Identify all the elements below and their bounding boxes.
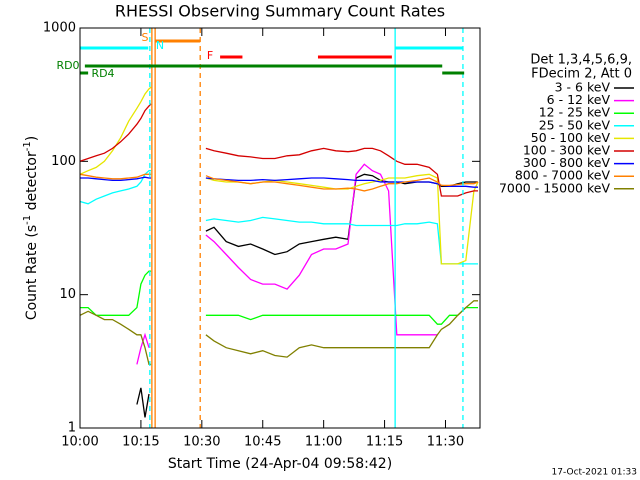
legend-label: 6 - 12 keV <box>547 92 611 107</box>
x-tick-label: 10:45 <box>244 435 281 450</box>
flag-label: N <box>156 39 164 52</box>
flag-label: RD4 <box>91 67 114 80</box>
y-axis-label: Count Rate (s-1 detector-1) <box>22 136 40 320</box>
x-tick-label: 11:00 <box>305 435 342 450</box>
legend-header: FDecim 2, Att 0 <box>531 67 632 82</box>
flag-label: F <box>207 49 213 62</box>
plot-frame <box>79 27 481 429</box>
y-label-part: ) <box>24 136 40 141</box>
legend-label: 7000 - 15000 keV <box>499 180 610 195</box>
footer: 17-Oct-2021 01:33 <box>552 468 637 478</box>
legend-header: Det 1,3,4,5,6,9, <box>530 53 632 68</box>
x-tick-label: 10:30 <box>183 435 220 450</box>
legend-label: 300 - 800 keV <box>523 155 611 170</box>
legend-label: 800 - 7000 keV <box>515 168 611 183</box>
y-label-sup: -1 <box>22 141 33 151</box>
legend-label: 3 - 6 keV <box>555 80 611 95</box>
legend-label: 25 - 50 keV <box>539 117 611 132</box>
x-tick-label: 10:00 <box>61 435 98 450</box>
series-line <box>79 300 478 366</box>
legend-label: 12 - 25 keV <box>539 105 611 120</box>
y-tick-label: 1 <box>68 421 76 436</box>
x-tick-label: 11:30 <box>427 435 464 450</box>
legend-label: 100 - 300 keV <box>523 143 611 158</box>
y-tick-label: 100 <box>51 154 76 169</box>
x-tick-label: 10:15 <box>122 435 159 450</box>
x-tick-label: 11:15 <box>366 435 403 450</box>
y-tick-label: 1000 <box>43 21 76 36</box>
chart-title: RHESSI Observing Summary Count Rates <box>115 2 445 21</box>
flag-label: RD0 <box>56 59 79 72</box>
legend-label: 50 - 100 keV <box>531 130 611 145</box>
series-line <box>79 103 478 197</box>
y-tick-label: 10 <box>59 287 76 302</box>
y-label-sup: -1 <box>22 215 33 225</box>
series-line <box>79 173 479 192</box>
y-label-part: detector <box>24 151 40 215</box>
y-label-part: Count Rate (s <box>24 225 40 320</box>
x-axis-label: Start Time (24-Apr-04 09:58:42) <box>168 456 392 472</box>
flag-label: S <box>142 31 149 44</box>
